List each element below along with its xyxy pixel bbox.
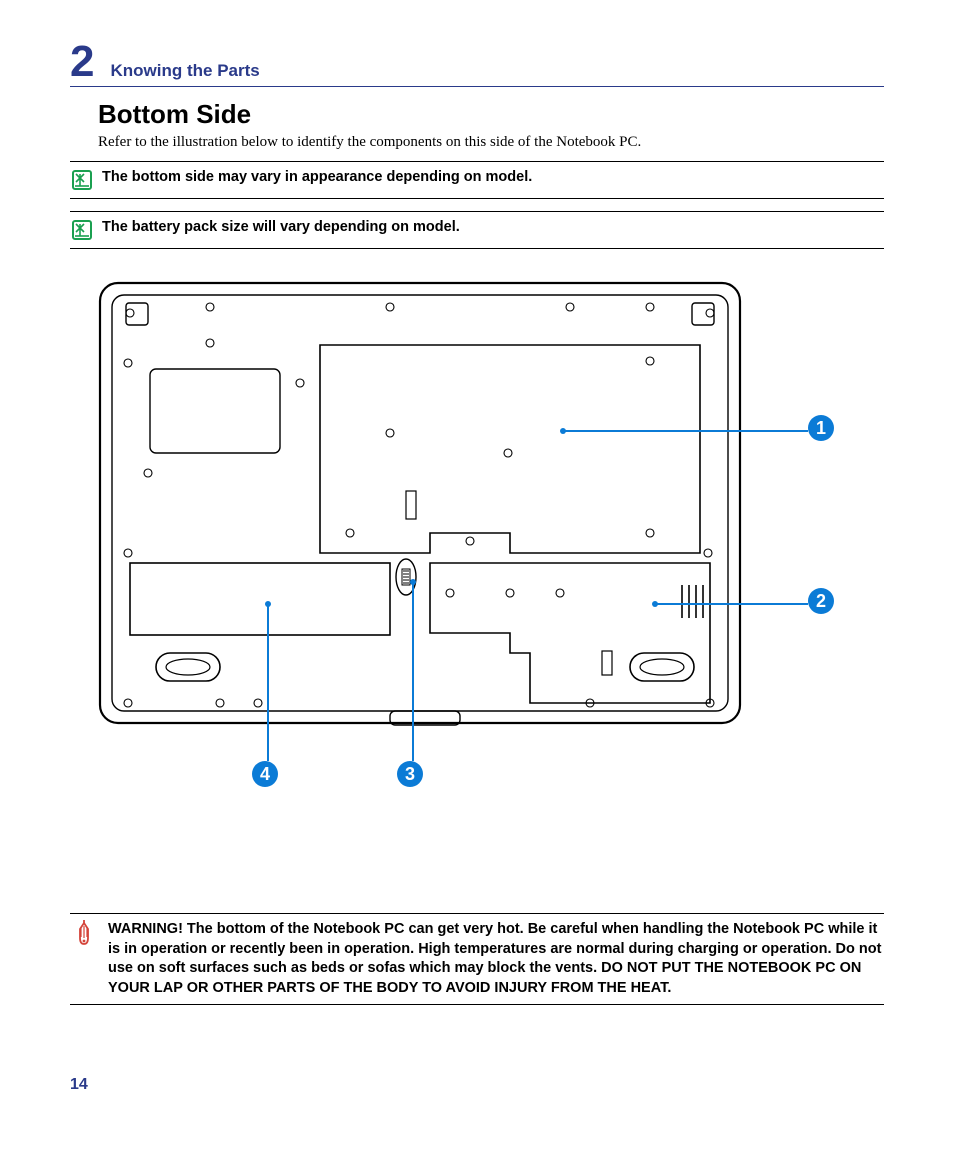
callout-number: 4: [252, 761, 278, 787]
warning-box: WARNING! The bottom of the Notebook PC c…: [70, 913, 884, 1005]
chapter-header: 2 Knowing the Parts: [70, 40, 884, 87]
callout-line: [267, 604, 269, 761]
note-box: The battery pack size will vary dependin…: [70, 211, 884, 249]
callout-number: 1: [808, 415, 834, 441]
laptop-bottom-illustration: [90, 273, 770, 743]
note-icon: [70, 168, 94, 192]
warning-text: WARNING! The bottom of the Notebook PC c…: [108, 920, 884, 998]
section-intro: Refer to the illustration below to ident…: [98, 134, 884, 151]
note-icon: [70, 218, 94, 242]
page-number: 14: [70, 1076, 88, 1094]
warning-icon: [70, 920, 98, 948]
note-text: The bottom side may vary in appearance d…: [102, 168, 532, 188]
callout-line: [412, 582, 414, 761]
chapter-number: 2: [70, 40, 94, 84]
callout-line: [563, 430, 808, 432]
section-title: Bottom Side: [98, 99, 884, 130]
note-text: The battery pack size will vary dependin…: [102, 218, 460, 238]
callout-number: 2: [808, 588, 834, 614]
note-box: The bottom side may vary in appearance d…: [70, 161, 884, 199]
bottom-side-diagram: 1 2 3 4: [70, 273, 860, 793]
chapter-title: Knowing the Parts: [110, 61, 259, 81]
callout-number: 3: [397, 761, 423, 787]
callout-line: [655, 603, 808, 605]
